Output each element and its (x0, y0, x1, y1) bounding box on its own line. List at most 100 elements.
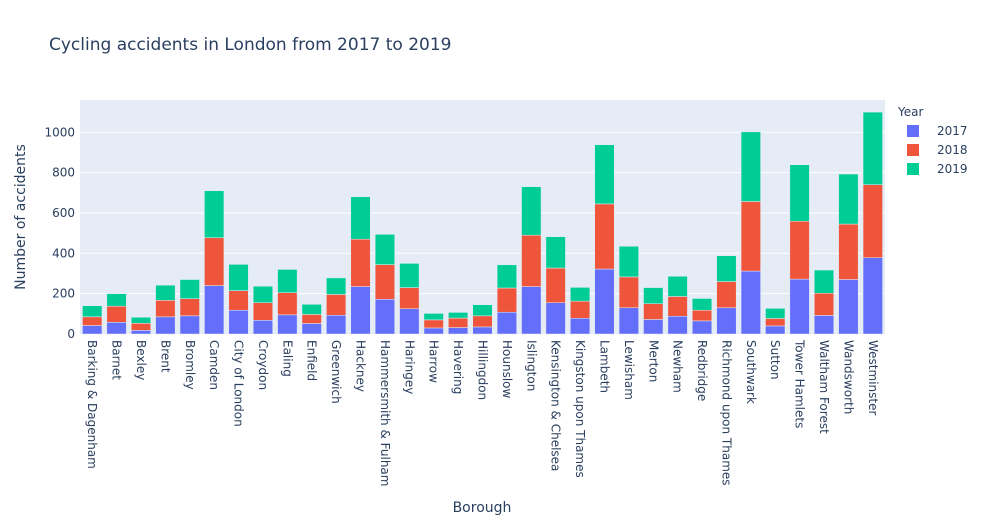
bar-2017 (82, 325, 103, 335)
bar-2019 (423, 313, 444, 321)
bar-2018 (496, 287, 517, 313)
x-axis-title: Borough (453, 500, 512, 516)
bar-2017 (130, 330, 151, 335)
bar-2018 (130, 323, 151, 331)
bar-2019 (448, 312, 469, 319)
bar-2019 (667, 276, 688, 297)
bar-2019 (692, 298, 713, 311)
bar-2019 (472, 304, 493, 317)
bar-2017 (789, 278, 810, 335)
bar-2017 (277, 314, 298, 335)
x-tick-label: Hackney (354, 340, 368, 392)
x-tick-label: City of London (232, 340, 246, 427)
bar-2018 (204, 237, 225, 286)
bar-2018 (740, 201, 761, 272)
bar-2018 (789, 220, 810, 280)
x-tick-label: Enfield (305, 340, 319, 381)
x-tick-label: Kingston upon Thames (573, 340, 587, 478)
bar-2018 (814, 293, 835, 316)
y-axis-title: Number of accidents (13, 144, 29, 290)
y-tick-label: 200 (52, 287, 75, 301)
bar-2017 (204, 285, 225, 335)
bar-2017 (643, 319, 664, 335)
bar-2017 (545, 302, 566, 335)
bar-2017 (667, 315, 688, 335)
legend: Year 2017 2018 2019 (897, 105, 968, 176)
bar-2019 (106, 293, 127, 307)
x-tick-label: Westminster (866, 340, 880, 415)
bar-2019 (228, 264, 249, 291)
bar-2018 (521, 234, 542, 287)
bar-2017 (692, 320, 713, 335)
x-tick-label: Ealing (280, 340, 294, 377)
y-tick-label: 600 (52, 206, 75, 220)
x-tick-label: Brent (158, 340, 172, 373)
bar-2017 (570, 318, 591, 335)
x-tick-label: Haringey (402, 340, 416, 394)
bar-2019 (204, 190, 225, 239)
x-tick-label: Redbridge (695, 340, 709, 401)
bar-2019 (82, 305, 103, 318)
bar-2019 (716, 255, 737, 282)
x-tick-label: Havering (451, 340, 465, 394)
bar-2018 (618, 276, 639, 309)
y-tick-label: 0 (67, 327, 75, 341)
bar-2017 (740, 270, 761, 335)
bar-2018 (82, 316, 103, 326)
x-tick-label: Greenwich (329, 340, 343, 404)
bar-2018 (326, 294, 347, 316)
legend-label: 2018 (937, 143, 968, 157)
x-tick-label: Hammersmith & Fulham (378, 340, 392, 486)
bar-2018 (155, 300, 176, 318)
bar-2017 (155, 316, 176, 335)
bar-2017 (594, 268, 615, 335)
x-tick-label: Merton (646, 340, 660, 382)
bar-2019 (862, 111, 883, 185)
bar-2018 (399, 287, 420, 310)
bar-2018 (765, 318, 786, 327)
bar-2019 (521, 186, 542, 236)
x-tick-label: Southwark (744, 340, 758, 404)
legend-label: 2019 (937, 162, 968, 176)
y-tick-label: 1000 (44, 125, 75, 139)
bar-2018 (350, 238, 371, 287)
bar-2019 (594, 144, 615, 205)
x-tick-label: Richmond upon Thames (719, 340, 733, 486)
bar-2017 (862, 257, 883, 335)
bar-2017 (814, 315, 835, 335)
bar-2018 (692, 309, 713, 322)
plot-background (80, 100, 885, 334)
bar-2017 (374, 299, 395, 335)
x-tick-labels: Barking & Dagenham Barnet Bexley Brent Broml… (85, 339, 880, 486)
bar-2019 (350, 196, 371, 240)
chart-title: Cycling accidents in London from 2017 to… (49, 35, 451, 55)
bar-2019 (155, 284, 176, 301)
bar-2019 (545, 236, 566, 269)
y-tick-label: 400 (52, 246, 75, 260)
bar-2018 (545, 267, 566, 303)
bar-2019 (399, 263, 420, 288)
bar-2019 (643, 287, 664, 304)
x-tick-label: Barking & Dagenham (85, 340, 99, 469)
bar-2017 (179, 315, 200, 335)
bar-2017 (496, 311, 517, 335)
x-tick-label: Lewisham (622, 340, 636, 400)
bar-2017 (618, 307, 639, 335)
bar-2017 (765, 325, 786, 335)
bar-2018 (667, 296, 688, 317)
x-tick-label: Waltham Forest (817, 340, 831, 434)
bar-2017 (228, 309, 249, 335)
bar-2017 (106, 322, 127, 335)
x-tick-label: Croydon (256, 340, 270, 390)
bar-2019 (570, 287, 591, 302)
bar-2018 (448, 317, 469, 328)
bar-2018 (643, 303, 664, 320)
bar-2019 (789, 164, 810, 222)
x-tick-label: Harrow (427, 340, 441, 383)
x-tick-label: Wandsworth (841, 340, 855, 414)
bar-2018 (570, 300, 591, 319)
bar-2018 (374, 264, 395, 300)
bar-2018 (423, 319, 444, 329)
bar-2019 (326, 277, 347, 295)
